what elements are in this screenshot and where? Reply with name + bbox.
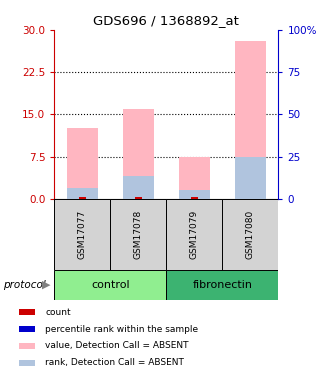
Bar (123, 109, 154, 199)
Bar (123, 176, 154, 199)
Text: value, Detection Call = ABSENT: value, Detection Call = ABSENT (45, 341, 189, 350)
Text: GSM17077: GSM17077 (78, 210, 87, 259)
Text: GSM17080: GSM17080 (246, 210, 255, 259)
Bar (19, 326, 35, 332)
Text: rank, Detection Call = ABSENT: rank, Detection Call = ABSENT (45, 358, 184, 368)
Bar (110, 199, 166, 270)
Text: GSM17078: GSM17078 (134, 210, 143, 259)
Bar (134, 196, 142, 199)
Bar (179, 190, 210, 199)
Title: GDS696 / 1368892_at: GDS696 / 1368892_at (93, 15, 239, 27)
Bar (235, 157, 266, 199)
Bar (190, 196, 198, 199)
Bar (19, 309, 35, 315)
Bar (166, 270, 278, 300)
Text: percentile rank within the sample: percentile rank within the sample (45, 324, 199, 334)
Bar (78, 196, 86, 199)
Bar (179, 157, 210, 199)
Bar (235, 41, 266, 199)
Bar (222, 199, 278, 270)
Text: fibronectin: fibronectin (192, 280, 252, 290)
Bar (19, 360, 35, 366)
Text: GSM17079: GSM17079 (190, 210, 199, 259)
Text: ▶: ▶ (42, 280, 51, 290)
Text: protocol: protocol (3, 280, 46, 290)
Bar (19, 343, 35, 349)
Text: count: count (45, 308, 71, 316)
Bar (54, 270, 166, 300)
Bar (54, 199, 110, 270)
Text: control: control (91, 280, 130, 290)
Bar (67, 188, 98, 199)
Bar (166, 199, 222, 270)
Bar (67, 128, 98, 199)
